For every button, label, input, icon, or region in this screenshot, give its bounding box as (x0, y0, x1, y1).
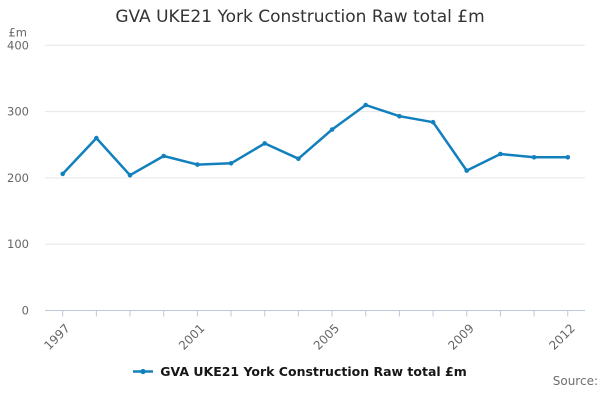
x-axis-tick-label: 2009 (445, 321, 476, 352)
data-point-marker (60, 171, 65, 177)
data-point-marker (296, 156, 301, 161)
data-point-marker (262, 141, 268, 146)
y-axis-tick-label: 400 (7, 38, 29, 52)
data-point-marker (228, 161, 234, 166)
data-point-marker (127, 172, 133, 178)
y-axis-unit-label: £m (8, 26, 27, 40)
legend: GVA UKE21 York Construction Raw total £m (0, 362, 600, 380)
y-axis-tick-label: 100 (7, 237, 29, 251)
data-point-marker (464, 168, 470, 173)
data-point-marker (498, 151, 503, 157)
data-point-marker (430, 119, 436, 125)
data-point-marker (363, 102, 369, 108)
data-point-marker (531, 155, 537, 160)
x-axis-tick-label: 2012 (546, 321, 577, 352)
legend-item[interactable]: GVA UKE21 York Construction Raw total £m (133, 364, 467, 379)
y-axis-tick-label: 0 (22, 304, 29, 318)
chart-title: GVA UKE21 York Construction Raw total £m (115, 7, 485, 27)
chart-canvas: £m 0 100 200 300 400 1997 2001 2005 2009 2012 (7, 26, 585, 352)
y-axis-tick-label: 300 (7, 105, 29, 119)
data-point-marker (329, 127, 335, 132)
data-point-marker (195, 162, 200, 167)
series-line (61, 103, 570, 177)
data-point-marker (565, 155, 571, 160)
x-axis-tick-label: 2005 (311, 321, 342, 352)
y-axis-tick-label: 200 (7, 171, 29, 185)
x-axis-tick-label: 2001 (176, 321, 207, 352)
legend-label: GVA UKE21 York Construction Raw total £m (160, 363, 467, 379)
data-point-marker (397, 113, 402, 119)
x-axis-tick-label: 1997 (41, 321, 72, 352)
source-note: Source: (552, 374, 598, 388)
data-point-marker (161, 153, 166, 159)
data-point-marker (94, 135, 99, 141)
legend-series-marker-icon (133, 368, 154, 374)
